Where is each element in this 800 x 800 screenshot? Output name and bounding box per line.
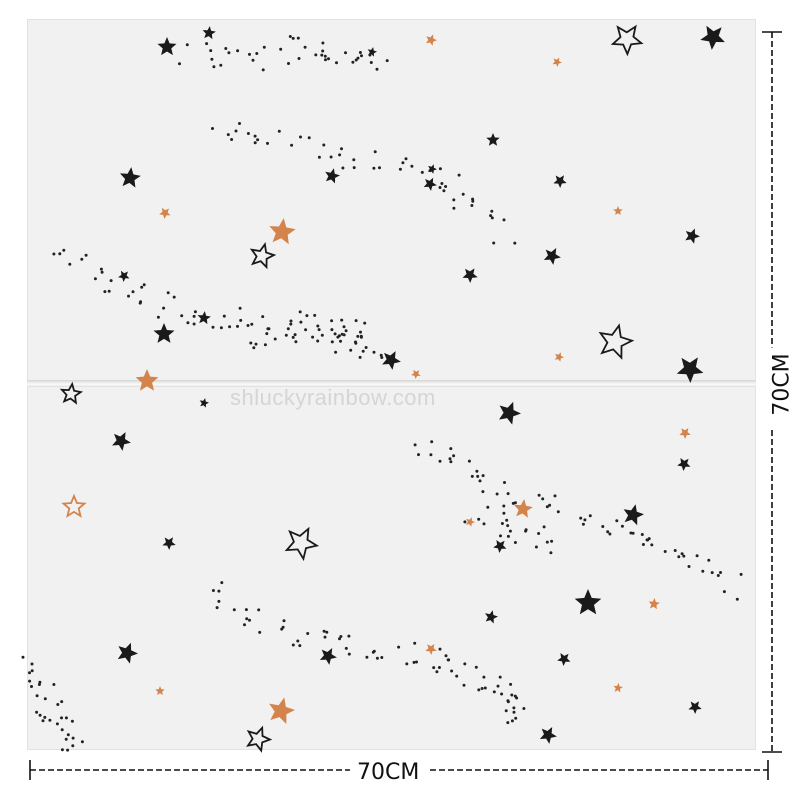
watermark: shluckyrainbow.com <box>230 385 436 410</box>
wall-panel-bottom <box>27 386 756 750</box>
height-label: 70CM <box>769 347 795 422</box>
width-label: 70CM <box>355 760 422 785</box>
wall-panel-top <box>27 19 756 381</box>
panel-seam <box>27 380 756 387</box>
trail-dot <box>21 655 25 659</box>
